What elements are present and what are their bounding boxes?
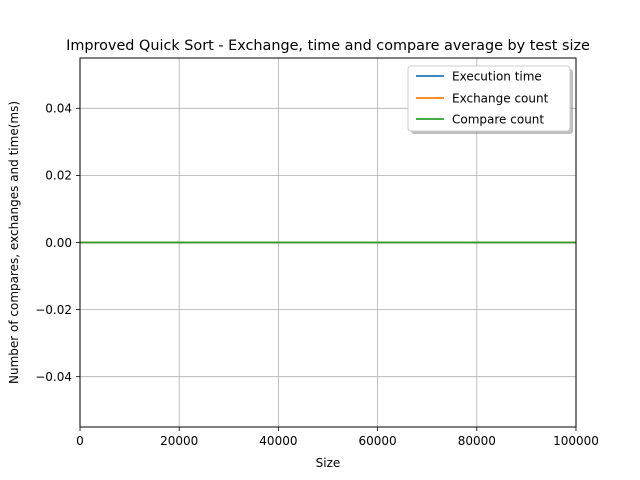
x-tick-label: 0	[76, 434, 84, 448]
y-tick-label: 0.00	[45, 236, 72, 250]
x-tick-label: 100000	[553, 434, 599, 448]
x-tick-label: 80000	[458, 434, 496, 448]
legend-label: Exchange count	[452, 92, 549, 106]
y-tick-label: 0.04	[45, 102, 72, 116]
legend-box	[407, 65, 571, 132]
legend-label: Execution time	[452, 70, 542, 84]
y-axis-label: Number of compares, exchanges and time(m…	[7, 101, 21, 384]
x-axis-label: Size	[316, 456, 341, 470]
x-tick-label: 40000	[259, 434, 297, 448]
legend: Execution time Exchange count Compare co…	[407, 65, 573, 134]
x-tick-label: 60000	[359, 434, 397, 448]
y-tick-label: −0.04	[35, 370, 72, 384]
x-axis: 0 20000 40000 60000 80000 100000	[76, 427, 599, 448]
x-tick-label: 20000	[160, 434, 198, 448]
y-tick-label: −0.02	[35, 303, 72, 317]
chart-title: Improved Quick Sort - Exchange, time and…	[66, 38, 590, 54]
y-axis: −0.04 −0.02 0.00 0.02 0.04	[35, 102, 80, 384]
legend-label: Compare count	[452, 113, 544, 127]
y-tick-label: 0.02	[45, 169, 72, 183]
